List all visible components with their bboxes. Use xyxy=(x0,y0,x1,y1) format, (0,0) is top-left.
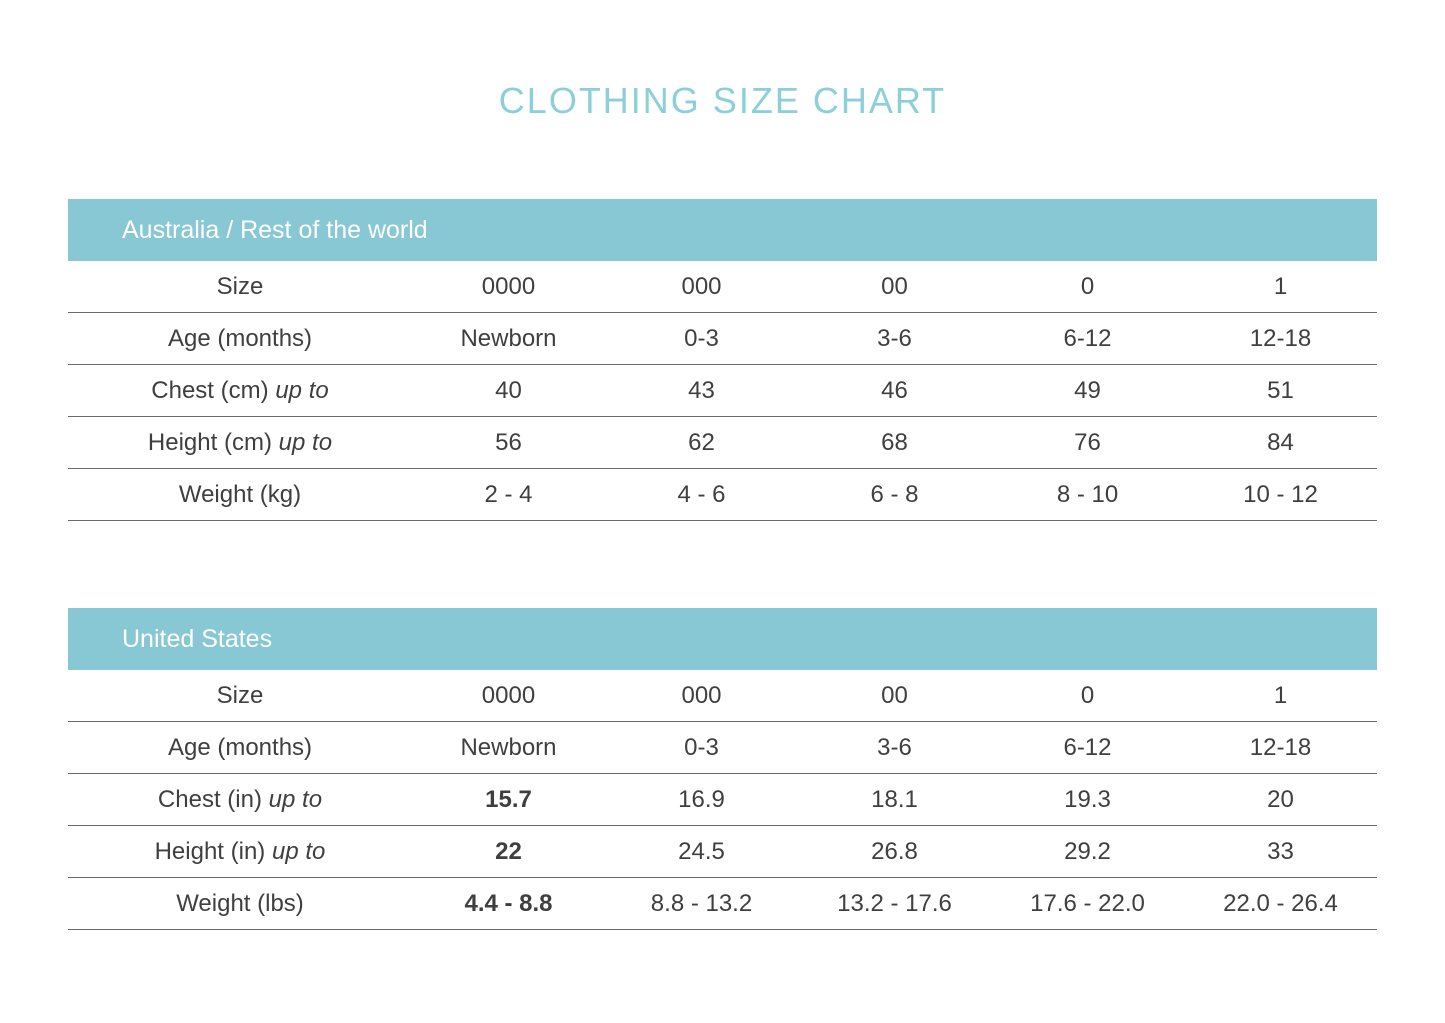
row-label: Size xyxy=(68,273,412,301)
value-cell: 22 xyxy=(495,837,522,865)
value-cell: 51 xyxy=(1267,376,1294,404)
row-label-qualifier: up to xyxy=(272,837,326,865)
value-cell: Newborn xyxy=(460,733,557,761)
value-cell: 20 xyxy=(1267,785,1294,813)
value-cell: 12-18 xyxy=(1249,733,1312,761)
value-cell: 4 - 6 xyxy=(677,480,726,508)
value-cell: 3-6 xyxy=(877,324,912,352)
value-cell: 6-12 xyxy=(1063,733,1112,761)
value-cell: 0000 xyxy=(481,272,536,300)
value-cell: 0 xyxy=(1080,681,1095,709)
size-table-australia: Australia / Rest of the world Size 0000 … xyxy=(68,199,1377,521)
row-label-text: Size xyxy=(216,681,264,709)
value-cell: 00 xyxy=(881,681,908,709)
value-cell: 43 xyxy=(688,376,715,404)
table-row-age: Age (months) Newborn 0-3 3-6 6-12 12-18 xyxy=(68,313,1377,365)
row-label-qualifier: up to xyxy=(268,785,323,813)
table-row-age: Age (months) Newborn 0-3 3-6 6-12 12-18 xyxy=(68,722,1377,774)
row-label-qualifier: up to xyxy=(275,376,329,404)
value-cell: 16.9 xyxy=(678,785,725,813)
row-label-text: Chest (cm) xyxy=(151,376,269,404)
value-cell: 12-18 xyxy=(1249,324,1312,352)
value-cell: 2 - 4 xyxy=(484,480,533,508)
row-label: Height (in) up to xyxy=(68,838,412,866)
value-cell: 26.8 xyxy=(871,837,918,865)
value-cell: 24.5 xyxy=(678,837,725,865)
table-row-height: Height (cm) up to 56 62 68 76 84 xyxy=(68,417,1377,469)
value-cell: 0000 xyxy=(481,681,536,709)
value-cell: 4.4 - 8.8 xyxy=(464,889,553,917)
row-label: Weight (kg) xyxy=(68,481,412,509)
row-label: Age (months) xyxy=(68,325,412,353)
row-label: Size xyxy=(68,682,412,710)
row-label: Weight (lbs) xyxy=(68,890,412,918)
row-label-text: Height (in) xyxy=(154,837,266,865)
value-cell: 8.8 - 13.2 xyxy=(650,889,753,917)
row-label-text: Weight (lbs) xyxy=(176,889,304,917)
value-cell: 10 - 12 xyxy=(1243,480,1318,508)
value-cell: 19.3 xyxy=(1064,785,1111,813)
value-cell: 6 - 8 xyxy=(870,480,919,508)
row-label-qualifier: up to xyxy=(278,428,333,456)
region-title: Australia / Rest of the world xyxy=(122,215,428,244)
table-header-band-australia: Australia / Rest of the world xyxy=(68,199,1377,261)
table-row-chest: Chest (cm) up to 40 43 46 49 51 xyxy=(68,365,1377,417)
value-cell: 15.7 xyxy=(485,785,532,813)
value-cell: 40 xyxy=(495,376,522,404)
value-cell: 68 xyxy=(881,428,908,456)
value-cell: 33 xyxy=(1267,837,1294,865)
row-label-text: Height (cm) xyxy=(147,428,272,456)
value-cell: 84 xyxy=(1267,428,1294,456)
region-title: United States xyxy=(122,624,273,653)
table-row-size: Size 0000 000 00 0 1 xyxy=(68,261,1377,313)
value-cell: 1 xyxy=(1273,272,1288,300)
row-label: Age (months) xyxy=(68,734,412,762)
table-row-weight: Weight (kg) 2 - 4 4 - 6 6 - 8 8 - 10 10 … xyxy=(68,469,1377,521)
table-row-size: Size 0000 000 00 0 1 xyxy=(68,670,1377,722)
value-cell: 17.6 - 22.0 xyxy=(1030,889,1145,917)
row-label-text: Size xyxy=(216,272,264,300)
value-cell: 0-3 xyxy=(684,324,719,352)
row-label: Chest (cm) up to xyxy=(68,377,412,405)
value-cell: 3-6 xyxy=(877,733,912,761)
value-cell: 6-12 xyxy=(1063,324,1112,352)
value-cell: 000 xyxy=(681,272,722,300)
row-label-text: Chest (in) xyxy=(157,785,262,813)
value-cell: 000 xyxy=(681,681,722,709)
value-cell: 49 xyxy=(1074,376,1101,404)
value-cell: 76 xyxy=(1074,428,1101,456)
value-cell: 18.1 xyxy=(871,785,918,813)
value-cell: 8 - 10 xyxy=(1056,480,1119,508)
row-label-text: Age (months) xyxy=(167,733,313,761)
value-cell: 13.2 - 17.6 xyxy=(837,889,952,917)
row-label: Chest (in) up to xyxy=(68,786,412,814)
row-label-text: Weight (kg) xyxy=(178,480,302,508)
table-row-chest: Chest (in) up to 15.7 16.9 18.1 19.3 20 xyxy=(68,774,1377,826)
value-cell: 0 xyxy=(1080,272,1095,300)
value-cell: 00 xyxy=(881,272,908,300)
table-header-band-united-states: United States xyxy=(68,608,1377,670)
value-cell: 56 xyxy=(495,428,522,456)
value-cell: 29.2 xyxy=(1064,837,1111,865)
value-cell: 46 xyxy=(881,376,908,404)
table-row-weight: Weight (lbs) 4.4 - 8.8 8.8 - 13.2 13.2 -… xyxy=(68,878,1377,930)
value-cell: 0-3 xyxy=(684,733,719,761)
page-title: CLOTHING SIZE CHART xyxy=(498,80,947,121)
value-cell: Newborn xyxy=(460,324,557,352)
table-row-height: Height (in) up to 22 24.5 26.8 29.2 33 xyxy=(68,826,1377,878)
row-label: Height (cm) up to xyxy=(68,429,412,457)
value-cell: 1 xyxy=(1273,681,1288,709)
value-cell: 22.0 - 26.4 xyxy=(1223,889,1338,917)
size-table-united-states: United States Size 0000 000 00 0 1 Age (… xyxy=(68,608,1377,930)
row-label-text: Age (months) xyxy=(167,324,313,352)
value-cell: 62 xyxy=(688,428,715,456)
